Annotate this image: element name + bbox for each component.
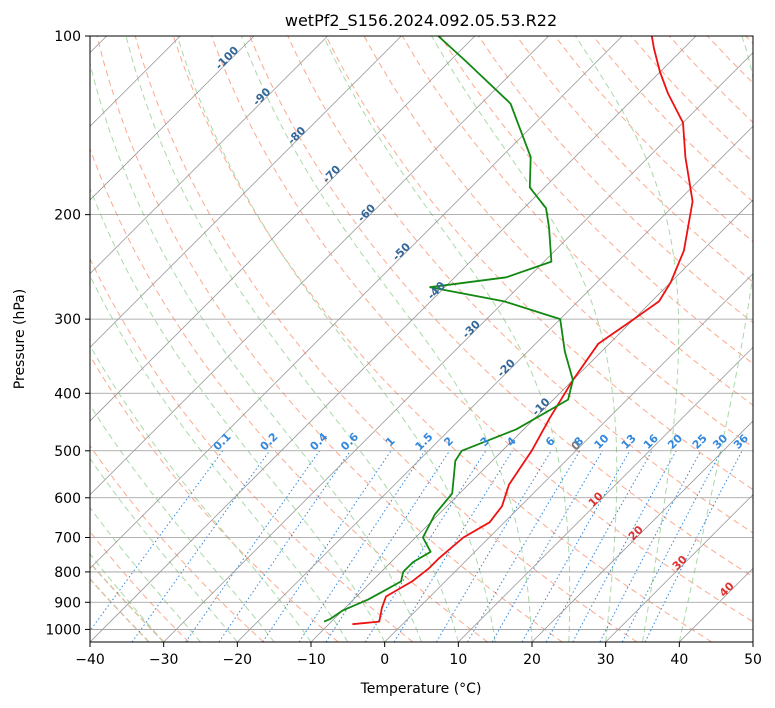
x-tick-label: 10 (449, 652, 467, 668)
mixing-ratio-line (131, 450, 271, 642)
dry-adiabat (172, 36, 712, 642)
moist-adiabat (90, 404, 275, 642)
y-tick-label: 500 (54, 444, 81, 460)
ice-adiabat (90, 561, 165, 642)
dry-adiabat (287, 36, 753, 534)
dry-adiabat (90, 444, 264, 642)
isotherm-line (90, 36, 402, 348)
isotherm-line (237, 125, 753, 642)
ice-adiabat (90, 577, 150, 642)
dry-adiabat (90, 354, 339, 642)
moist-adiabat (90, 457, 238, 642)
x-axis-title: Temperature (°C) (360, 681, 482, 697)
isotherm-line (163, 52, 753, 642)
mixing-ratio-line (298, 450, 426, 642)
moist-adiabat (125, 36, 459, 642)
gridlines (90, 36, 753, 642)
mixing-ratio-line (185, 450, 321, 642)
x-tick-label: −30 (149, 652, 179, 668)
isotherm-line (90, 36, 549, 496)
x-tick-label: 20 (523, 652, 541, 668)
y-tick-label: 900 (54, 595, 81, 611)
mixing-ratio-line (218, 450, 351, 642)
moist-adiabat (678, 36, 753, 642)
mixing-ratio-line (435, 450, 552, 642)
x-tick-label: 30 (597, 652, 615, 668)
chart-title: wetPf2_S156.2024.092.05.53.R22 (285, 11, 557, 31)
mixing-ratio-line (644, 450, 743, 642)
temperature-profile (352, 36, 694, 626)
dry-adiabat (211, 36, 753, 623)
mixing-ratio-line (364, 450, 487, 642)
y-tick-label: 100 (54, 29, 81, 45)
dry-adiabat (134, 36, 638, 642)
y-tick-label: 600 (54, 491, 81, 507)
mixing-ratio-line (90, 450, 224, 632)
moist-adiabat (90, 61, 422, 642)
data-series (323, 36, 694, 626)
isotherm-line (90, 36, 623, 569)
background-lines (90, 36, 753, 642)
moist-adiabat (240, 36, 533, 642)
moist-adiabat (575, 36, 680, 642)
isotherm-line (90, 36, 255, 201)
mixing-ratio-line (572, 450, 677, 642)
dewpoint-profile (323, 36, 574, 623)
y-tick-label: 700 (54, 531, 81, 547)
mixing-ratio-line (545, 450, 653, 642)
mixing-ratio-line (599, 450, 702, 642)
y-tick-label: 800 (54, 565, 81, 581)
y-axis-title: Pressure (hPa) (12, 289, 28, 389)
x-tick-label: −20 (223, 652, 253, 668)
x-tick-label: 50 (744, 652, 762, 668)
dry-adiabat (90, 257, 414, 642)
isotherm-line (90, 36, 697, 642)
dry-adiabat (96, 36, 563, 642)
moist-adiabat (90, 553, 165, 642)
x-tick-label: −40 (75, 652, 105, 668)
mixing-ratio-line (325, 450, 451, 642)
isotherm-line (90, 36, 328, 275)
moist-adiabat (431, 36, 618, 642)
x-tick-label: 0 (380, 652, 389, 668)
y-tick-label: 300 (54, 312, 81, 328)
moist-adiabat (176, 36, 496, 642)
moist-adiabat (90, 274, 349, 642)
moist-adiabat (90, 506, 201, 642)
mixing-ratio-line (262, 450, 392, 642)
isotherm-line (458, 346, 753, 642)
isotherm-line (310, 199, 753, 642)
axis-ticks: −40 −30 −20 −10 0 10 20 30 40 50 1000 900 800 700 600 5… (45, 29, 762, 668)
x-tick-label: −10 (296, 652, 326, 668)
plot-frame (89, 35, 754, 643)
dry-adiabat (516, 36, 753, 283)
mixing-ratio-line (521, 450, 631, 642)
x-tick-label: 40 (670, 652, 688, 668)
isotherm-line (90, 36, 476, 422)
isotherm-line (605, 494, 753, 642)
y-tick-label: 400 (54, 386, 81, 402)
dry-adiabat (325, 36, 753, 491)
y-tick-label: 200 (54, 208, 81, 224)
isotherm-line (531, 420, 753, 642)
moist-adiabat (90, 187, 386, 642)
dry-adiabat (249, 36, 753, 578)
y-tick-label: 1000 (45, 622, 81, 638)
isotherm-line (384, 273, 753, 642)
